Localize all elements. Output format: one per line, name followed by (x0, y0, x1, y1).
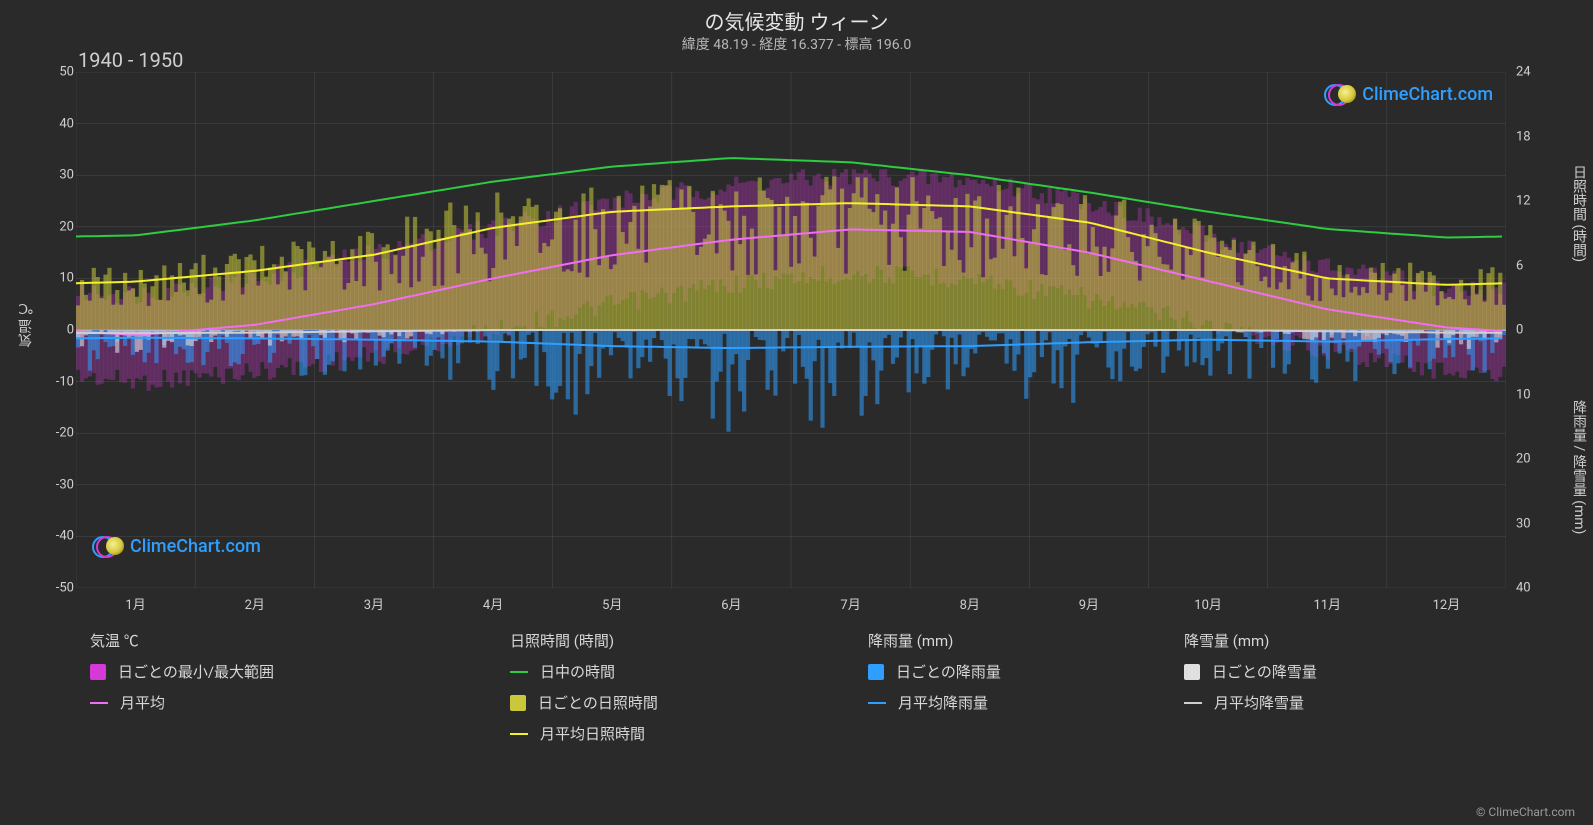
y-right-tick-mm: 40 (1516, 581, 1531, 596)
y-axis-right-bottom-label: 降雨量 / 降雪量 (mm) (1569, 400, 1589, 534)
legend-item: 月平均日照時間 (510, 723, 870, 744)
y-left-tick: 30 (40, 168, 74, 183)
copyright: © ClimeChart.com (1476, 805, 1575, 819)
legend-label: 日ごとの最小/最大範囲 (118, 661, 274, 682)
x-tick-month: 11月 (1313, 594, 1341, 613)
x-tick-month: 1月 (125, 594, 145, 613)
legend-header-sunshine: 日照時間 (時間) (510, 630, 870, 651)
y-right-tick-hours: 24 (1516, 65, 1531, 80)
y-right-tick-mm: 10 (1516, 387, 1531, 402)
brand-logo-text: ClimeChart.com (1362, 84, 1493, 105)
legend-swatch (510, 671, 528, 673)
legend-item: 日ごとの最小/最大範囲 (90, 661, 450, 682)
legend-swatch (510, 733, 528, 735)
x-tick-month: 12月 (1433, 594, 1461, 613)
x-tick-month: 3月 (364, 594, 384, 613)
x-tick-month: 6月 (721, 594, 741, 613)
legend-label: 月平均降雪量 (1214, 692, 1304, 713)
legend-header-rain: 降雨量 (mm) (868, 630, 1228, 651)
x-tick-month: 5月 (602, 594, 622, 613)
legend-swatch (510, 695, 526, 711)
brand-logo-icon (1324, 82, 1356, 106)
y-right-tick-hours: 6 (1516, 258, 1523, 273)
y-left-tick: -10 (40, 374, 74, 389)
plot-area (76, 72, 1506, 588)
brand-logo-bottom: ClimeChart.com (92, 534, 261, 558)
legend-swatch (868, 664, 884, 680)
legend-header-snow: 降雪量 (mm) (1184, 630, 1544, 651)
y-left-tick: 0 (40, 323, 74, 338)
y-axis-right-top-label: 日照時間 (時間) (1569, 165, 1589, 262)
legend-item: 月平均降雨量 (868, 692, 1228, 713)
legend-header-temp: 気温 ℃ (90, 630, 450, 651)
legend-label: 月平均日照時間 (540, 723, 645, 744)
climate-chart: の気候変動 ウィーン 緯度 48.19 - 経度 16.377 - 標高 196… (0, 0, 1593, 825)
y-left-tick: 20 (40, 219, 74, 234)
legend-swatch (1184, 702, 1202, 704)
brand-logo-icon (92, 534, 124, 558)
legend-item: 月平均降雪量 (1184, 692, 1544, 713)
legend-item: 日ごとの日照時間 (510, 692, 870, 713)
legend-col-sunshine: 日照時間 (時間) 日中の時間日ごとの日照時間月平均日照時間 (510, 630, 870, 754)
chart-title: の気候変動 ウィーン (0, 6, 1593, 35)
legend-label: 日ごとの日照時間 (538, 692, 658, 713)
x-tick-month: 8月 (960, 594, 980, 613)
legend-label: 日ごとの降雪量 (1212, 661, 1317, 682)
legend-swatch (90, 664, 106, 680)
x-tick-month: 7月 (840, 594, 860, 613)
legend-item: 日ごとの降雪量 (1184, 661, 1544, 682)
legend-col-snow: 降雪量 (mm) 日ごとの降雪量月平均降雪量 (1184, 630, 1544, 723)
legend-item: 月平均 (90, 692, 450, 713)
legend-item: 日ごとの降雨量 (868, 661, 1228, 682)
legend-col-temp: 気温 ℃ 日ごとの最小/最大範囲月平均 (90, 630, 450, 723)
y-left-tick: -50 (40, 581, 74, 596)
y-axis-left-label: 気温 ℃ (16, 300, 36, 347)
period-label: 1940 - 1950 (78, 48, 183, 72)
legend-label: 日中の時間 (540, 661, 615, 682)
legend-item: 日中の時間 (510, 661, 870, 682)
y-right-tick-mm: 20 (1516, 452, 1531, 467)
legend-label: 月平均 (120, 692, 165, 713)
x-tick-month: 4月 (483, 594, 503, 613)
y-right-tick-hours: 12 (1516, 194, 1531, 209)
y-right-tick-hours: 18 (1516, 129, 1531, 144)
x-tick-month: 9月 (1079, 594, 1099, 613)
legend-swatch (868, 702, 886, 704)
y-left-tick: -40 (40, 529, 74, 544)
legend-label: 月平均降雨量 (898, 692, 988, 713)
brand-logo-top: ClimeChart.com (1324, 82, 1493, 106)
y-left-tick: 50 (40, 65, 74, 80)
y-left-tick: 40 (40, 116, 74, 131)
legend-label: 日ごとの降雨量 (896, 661, 1001, 682)
brand-logo-text: ClimeChart.com (130, 536, 261, 557)
legend-swatch (1184, 664, 1200, 680)
chart-subtitle: 緯度 48.19 - 経度 16.377 - 標高 196.0 (0, 34, 1593, 54)
y-left-tick: 10 (40, 271, 74, 286)
x-tick-month: 2月 (245, 594, 265, 613)
y-left-tick: -20 (40, 426, 74, 441)
x-tick-month: 10月 (1194, 594, 1222, 613)
legend-swatch (90, 702, 108, 704)
y-left-tick: -30 (40, 477, 74, 492)
legend-col-rain: 降雨量 (mm) 日ごとの降雨量月平均降雨量 (868, 630, 1228, 723)
y-right-tick-hours: 0 (1516, 323, 1523, 338)
y-right-tick-mm: 30 (1516, 516, 1531, 531)
